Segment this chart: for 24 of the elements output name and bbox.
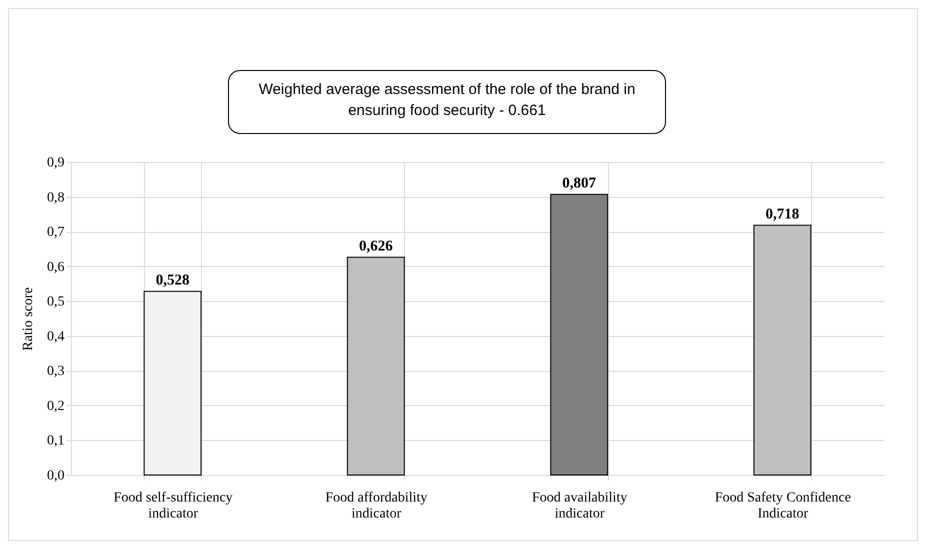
y-axis-title: Ratio score: [21, 287, 36, 351]
bar: [550, 194, 608, 476]
data-label: 0,807: [562, 175, 596, 192]
y-tick-label: 0,0: [47, 468, 64, 484]
x-tick-label: Food availability indicator: [532, 490, 628, 522]
y-tick-label: 0,6: [47, 260, 64, 275]
data-label: 0,528: [156, 272, 190, 288]
bar: [144, 290, 202, 476]
chart-title: Weighted average assessment of the role of the brand in ensuring food security - 0.661: [228, 70, 666, 134]
y-tick-label: 0,9: [47, 156, 64, 170]
y-tick-label: 0,7: [47, 225, 64, 240]
y-tick-label: 0,3: [47, 364, 64, 380]
y-tick-label: 0,1: [47, 434, 64, 449]
x-tick-label: Food Safety Confidence Indicator: [714, 490, 851, 522]
x-tick-label: Food affordability indicator: [325, 490, 428, 522]
y-tick-label: 0,5: [47, 294, 64, 310]
x-tick-label: Food self-sufficiency indicator: [114, 490, 233, 522]
data-label: 0,626: [359, 238, 394, 254]
y-tick-label: 0,4: [47, 329, 64, 344]
y-tick-label: 0,2: [47, 398, 64, 414]
bar: [346, 256, 405, 476]
bar: [753, 224, 812, 476]
data-label: 0,718: [766, 206, 800, 222]
y-tick-label: 0,8: [47, 190, 64, 206]
